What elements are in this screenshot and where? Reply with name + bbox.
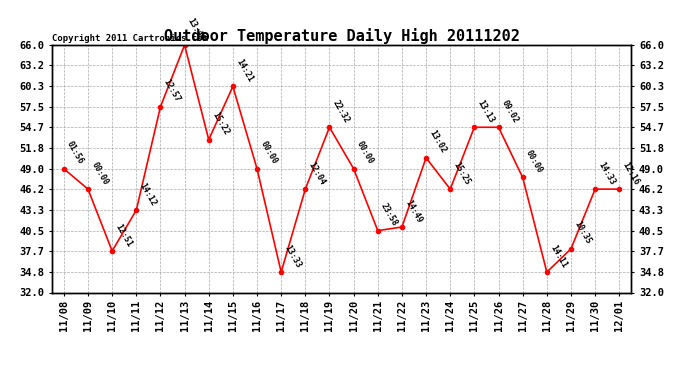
Text: 15:25: 15:25 [452,160,472,186]
Text: 15:22: 15:22 [210,111,230,137]
Text: 13:02: 13:02 [428,129,448,155]
Text: 12:51: 12:51 [114,222,134,248]
Text: 10:35: 10:35 [573,220,593,246]
Text: 14:12: 14:12 [138,182,158,207]
Text: 14:33: 14:33 [597,160,617,186]
Text: 00:00: 00:00 [90,160,110,186]
Text: 14:11: 14:11 [549,243,569,269]
Text: 23:58: 23:58 [380,202,400,228]
Title: Outdoor Temperature Daily High 20111202: Outdoor Temperature Daily High 20111202 [164,28,520,44]
Text: Copyright 2011 Cartronics.com: Copyright 2011 Cartronics.com [52,33,208,42]
Text: 14:49: 14:49 [404,198,424,224]
Text: 13:49: 13:49 [186,16,206,42]
Text: 14:21: 14:21 [235,58,255,84]
Text: 00:00: 00:00 [355,140,375,166]
Text: 12:57: 12:57 [162,78,182,104]
Text: 13:33: 13:33 [283,243,303,269]
Text: 12:04: 12:04 [307,160,327,186]
Text: 12:16: 12:16 [621,160,641,186]
Text: 01:56: 01:56 [66,140,86,166]
Text: 13:13: 13:13 [476,98,496,124]
Text: 22:32: 22:32 [331,98,351,124]
Text: 09:02: 09:02 [500,98,520,124]
Text: 00:00: 00:00 [524,148,544,175]
Text: 00:00: 00:00 [259,140,279,166]
